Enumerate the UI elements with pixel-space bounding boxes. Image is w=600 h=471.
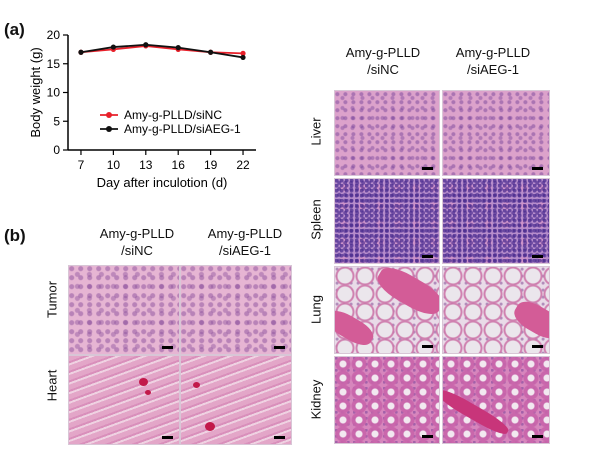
- column-header-line1: Amy-g-PLLD: [455, 45, 531, 60]
- row-label-spleen: Spleen: [308, 199, 324, 240]
- data-point: [175, 45, 181, 51]
- scale-bar: [532, 345, 543, 348]
- scale-bar: [422, 435, 433, 438]
- chart-ticks: 0 5 10 15 20 7 10 13 16 19 22: [47, 28, 250, 172]
- micrograph-spleen-siaeg1: [442, 178, 550, 264]
- legend-label: Amy-g-PLLD/siAEG-1: [124, 122, 241, 136]
- scale-bar: [532, 167, 543, 170]
- legend-swatch-marker: [106, 126, 112, 132]
- micrograph-liver-siaeg1: [442, 90, 550, 176]
- body-weight-chart: 0 5 10 15 20 7 10 13 16 19 22 Amy-g-PLLD/siNCAmy-g…: [28, 28, 256, 190]
- scale-bar: [422, 255, 433, 258]
- column-header-sinc-right: Amy-g-PLLD /siNC: [328, 44, 438, 78]
- chart-series: [78, 42, 246, 61]
- scale-bar: [274, 436, 285, 439]
- micrograph-heart-siaeg1: [180, 355, 292, 445]
- x-axis-label: Day after inculotion (d): [97, 175, 228, 190]
- y-tick-label: 20: [47, 28, 61, 42]
- scale-bar: [532, 255, 543, 258]
- scale-bar: [162, 346, 173, 349]
- scale-bar: [422, 167, 433, 170]
- column-header-line2: /siAEG-1: [218, 243, 271, 258]
- scale-bar: [274, 346, 285, 349]
- data-point: [240, 54, 246, 61]
- x-tick-label: 7: [78, 158, 85, 172]
- column-header-siaeg1: Amy-g-PLLD /siAEG-1: [190, 225, 300, 259]
- y-axis-label: Body weight (g): [28, 47, 43, 137]
- column-header-line2: /siAEG-1: [466, 62, 519, 77]
- x-tick-label: 22: [236, 158, 250, 172]
- x-tick-label: 13: [139, 158, 153, 172]
- column-header-line1: Amy-g-PLLD: [345, 45, 421, 60]
- scale-bar: [162, 436, 173, 439]
- row-label-heart: Heart: [44, 369, 60, 402]
- micrograph-liver-sinc: [334, 90, 440, 176]
- column-header-siaeg1-right: Amy-g-PLLD /siAEG-1: [438, 44, 548, 78]
- row-label-liver: Liver: [308, 117, 324, 146]
- x-tick-label: 16: [172, 158, 186, 172]
- data-point: [208, 49, 214, 55]
- micrograph-spleen-sinc: [334, 178, 440, 264]
- row-label-kidney: Kidney: [308, 379, 324, 420]
- micrograph-tumor-siaeg1: [180, 265, 292, 355]
- row-label-lung: Lung: [308, 295, 324, 324]
- column-header-line1: Amy-g-PLLD: [207, 226, 283, 241]
- data-point: [78, 49, 84, 55]
- panel-b-label: (b): [4, 226, 26, 245]
- micrograph-lung-siaeg1: [442, 266, 550, 354]
- micrograph-kidney-siaeg1: [442, 356, 550, 444]
- micrograph-kidney-sinc: [334, 356, 440, 444]
- y-tick-label: 0: [53, 143, 60, 157]
- column-header-line2: /siNC: [367, 62, 399, 77]
- y-tick-label: 15: [47, 57, 61, 71]
- x-tick-label: 10: [107, 158, 121, 172]
- panel-a-label: (a): [4, 20, 25, 39]
- scale-bar: [422, 345, 433, 348]
- y-tick-label: 10: [47, 86, 61, 100]
- data-point: [143, 42, 149, 48]
- row-label-tumor: Tumor: [44, 280, 60, 319]
- legend-swatch-marker: [106, 112, 112, 118]
- micrograph-heart-sinc: [68, 355, 180, 445]
- scale-bar: [532, 435, 543, 438]
- micrograph-tumor-sinc: [68, 265, 180, 355]
- column-header-sinc: Amy-g-PLLD /siNC: [82, 225, 192, 259]
- data-point: [110, 44, 116, 50]
- column-header-line1: Amy-g-PLLD: [99, 226, 175, 241]
- series-line-2: [80, 43, 244, 59]
- legend-label: Amy-g-PLLD/siNC: [124, 108, 222, 122]
- data-point: [240, 50, 246, 57]
- column-header-line2: /siNC: [121, 243, 153, 258]
- y-tick-label: 5: [53, 114, 60, 128]
- x-tick-label: 19: [204, 158, 218, 172]
- micrograph-lung-sinc: [334, 266, 440, 354]
